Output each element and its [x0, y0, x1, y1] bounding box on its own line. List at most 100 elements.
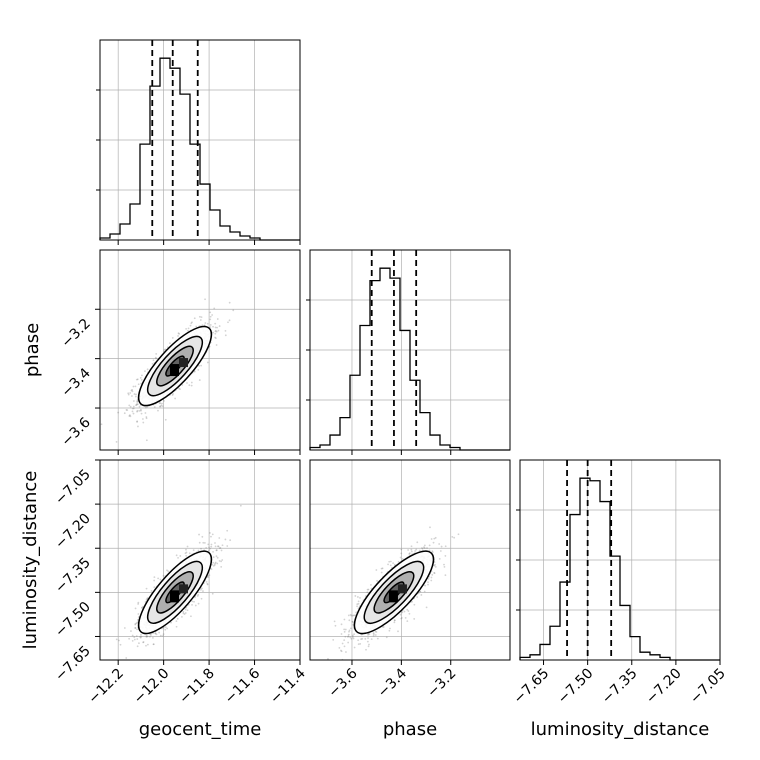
sample-point: [216, 318, 219, 320]
sample-point: [410, 545, 413, 548]
sample-point: [215, 549, 218, 552]
y-tick-label: −7.20: [52, 511, 94, 553]
x-tick-label: −7.35: [599, 666, 641, 708]
sample-point: [214, 322, 217, 325]
sample-point: [171, 337, 174, 339]
sample-point: [115, 638, 118, 641]
sample-point: [129, 415, 132, 418]
sample-point: [146, 368, 149, 371]
sample-point: [202, 590, 204, 592]
sample-point: [208, 532, 211, 534]
x-tick-label: −12.2: [85, 666, 127, 708]
sample-point: [428, 544, 431, 547]
sample-point: [159, 405, 161, 408]
sample-point: [215, 344, 218, 346]
sample-point: [186, 545, 189, 548]
sample-point: [131, 390, 134, 393]
sample-point: [125, 657, 128, 659]
sample-point: [170, 621, 172, 624]
sample-point: [343, 630, 346, 633]
sample-point: [146, 643, 149, 646]
sample-point: [115, 440, 118, 443]
sample-point: [218, 537, 221, 539]
histogram-phase: [309, 267, 510, 451]
sample-point: [387, 563, 389, 566]
sample-point: [139, 409, 142, 412]
sample-point: [426, 547, 428, 549]
sample-point: [344, 635, 347, 638]
sample-point: [334, 624, 337, 627]
sample-point: [204, 298, 206, 301]
sample-point: [131, 410, 134, 413]
sample-point: [400, 616, 403, 619]
sample-point: [166, 569, 168, 572]
sample-point: [217, 545, 219, 548]
sample-point: [137, 383, 140, 386]
sample-point: [200, 588, 202, 591]
sample-point: [433, 537, 436, 540]
sample-point: [220, 549, 223, 552]
sample-point: [155, 353, 158, 355]
sample-point: [410, 550, 413, 553]
sample-point: [430, 538, 433, 540]
sample-point: [401, 611, 404, 614]
sample-point: [196, 595, 199, 597]
sample-point: [451, 535, 454, 538]
sample-point: [187, 327, 190, 330]
sample-point: [136, 628, 138, 631]
sample-point: [213, 307, 216, 310]
sample-point: [177, 556, 179, 559]
sample-point: [138, 410, 141, 412]
sample-point: [144, 406, 147, 409]
sample-point: [132, 400, 135, 402]
sample-point: [351, 634, 354, 637]
y-tick-label: −3.6: [58, 414, 93, 449]
sample-point: [343, 639, 346, 642]
sample-point: [423, 546, 425, 549]
sample-point: [370, 583, 372, 586]
y-tick-label: −7.50: [52, 599, 94, 641]
sample-point: [393, 621, 396, 624]
sample-point: [414, 550, 416, 552]
sample-point: [400, 552, 403, 555]
sample-point: [434, 565, 437, 568]
sample-point: [169, 342, 171, 345]
sample-point: [144, 412, 147, 414]
sample-point: [214, 336, 216, 339]
sample-point: [209, 547, 211, 550]
sample-point: [229, 539, 232, 542]
sample-point: [366, 588, 369, 591]
hist-frame: [309, 249, 511, 451]
sample-point: [224, 329, 227, 332]
sample-point: [135, 404, 137, 406]
sample-point: [351, 620, 354, 623]
y-tick-label: −7.05: [52, 467, 94, 509]
x-tick-label: −3.6: [325, 665, 360, 700]
sample-point: [357, 643, 360, 646]
sample-point: [356, 596, 359, 598]
sample-point: [132, 407, 135, 410]
sample-point: [457, 533, 460, 536]
sample-point: [209, 315, 212, 318]
sample-point: [364, 637, 367, 640]
sample-point: [421, 547, 423, 549]
sample-point: [357, 600, 360, 603]
sample-point: [351, 620, 354, 623]
sample-point: [214, 545, 217, 548]
sample-point: [224, 334, 227, 337]
sample-point: [151, 362, 154, 365]
scatter-frame: [99, 249, 301, 451]
sample-point: [347, 614, 350, 617]
sample-point: [432, 541, 435, 544]
sample-point: [354, 614, 357, 617]
sample-point: [338, 646, 341, 649]
hist-panel-geocent_time: [96, 40, 301, 241]
sample-point: [158, 402, 161, 404]
sample-point: [340, 633, 343, 635]
sample-point: [406, 608, 409, 611]
sample-point: [178, 387, 180, 390]
sample-point: [177, 332, 180, 335]
sample-point: [179, 388, 181, 391]
sample-point: [164, 626, 167, 628]
sample-point: [210, 545, 213, 548]
